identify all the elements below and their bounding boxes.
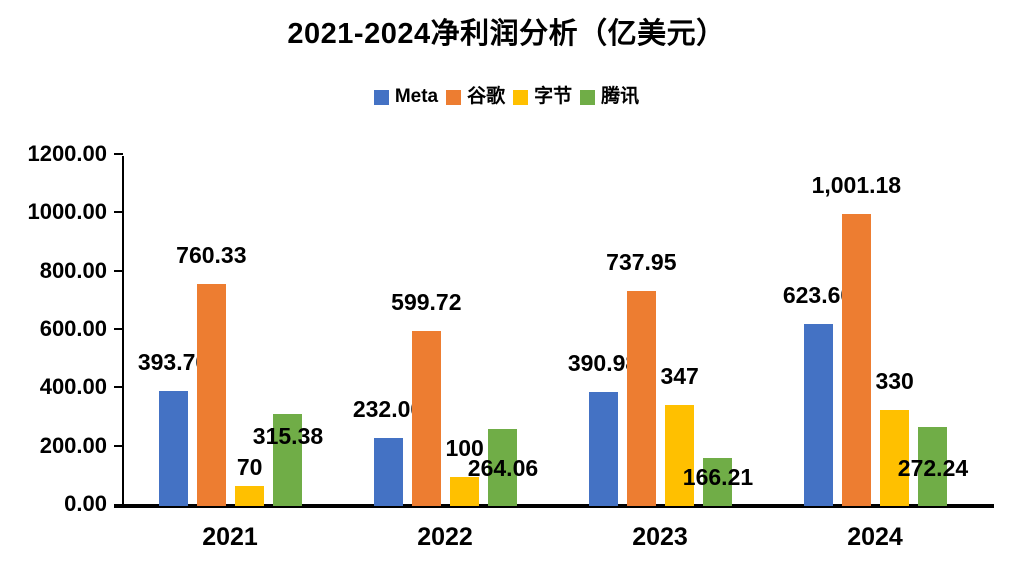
data-label-meta-2023: 390.98 (567, 349, 639, 376)
data-label-meta-2024: 623.60 (782, 282, 854, 309)
legend-item-tencent: 腾讯 (580, 87, 639, 107)
bar-google-2022 (411, 331, 441, 506)
data-label-google-2023: 737.95 (606, 248, 677, 275)
bar-tencent-2022 (488, 428, 518, 506)
legend-item-google: 谷歌 (446, 87, 505, 107)
data-label-google-2022: 599.72 (391, 289, 462, 316)
y-tick (114, 153, 123, 155)
data-label-meta-2021: 393.70 (137, 349, 209, 376)
bar-tencent-2021 (273, 414, 303, 506)
y-tick (114, 269, 123, 272)
y-tick-label: 0.00 (64, 491, 107, 516)
x-tick-label-2021: 2021 (202, 523, 258, 551)
y-tick-label: 800.00 (39, 257, 107, 283)
data-label-google-2021: 760.33 (176, 242, 247, 269)
x-tick-label-2024: 2024 (847, 523, 903, 551)
data-label-tencent-2021: 315.38 (252, 423, 324, 449)
data-label-tencent-2023: 166.21 (682, 463, 754, 490)
y-tick-label: 1000.00 (27, 199, 107, 225)
bar-meta-2024 (803, 324, 833, 506)
bar-meta-2023 (588, 391, 618, 506)
x-tick-label-2023: 2023 (632, 523, 688, 551)
data-label-bytedance-2023: 347 (660, 362, 699, 389)
y-axis-line (122, 156, 124, 506)
y-tick-label: 200.00 (39, 432, 107, 458)
bar-bytedance-2024 (880, 409, 910, 506)
bar-meta-2021 (158, 391, 188, 506)
legend: Meta 谷歌 字节 腾讯 (0, 87, 1013, 107)
y-tick-label: 1200.00 (27, 141, 107, 166)
x-axis-line (114, 504, 994, 508)
bar-tencent-2024 (918, 426, 948, 506)
bar-google-2024 (841, 213, 871, 506)
y-tick-label: 600.00 (39, 316, 107, 341)
y-tick (114, 211, 123, 214)
legend-swatch-tencent (580, 89, 596, 105)
legend-label-bytedance: 字节 (534, 86, 573, 107)
x-tick-label-2022: 2022 (417, 523, 473, 551)
y-tick (114, 444, 123, 447)
data-label-google-2024: 1,001.18 (811, 171, 902, 198)
bar-tencent-2023 (703, 457, 733, 506)
data-label-tencent-2022: 264.06 (467, 454, 539, 481)
bar-meta-2022 (373, 438, 403, 506)
legend-swatch-google (446, 89, 462, 105)
y-tick (114, 328, 123, 330)
legend-swatch-meta (373, 89, 389, 105)
data-label-tencent-2024: 272.24 (897, 454, 969, 481)
legend-label-google: 谷歌 (467, 86, 506, 107)
data-label-bytedance-2022: 100 (445, 434, 484, 461)
bar-google-2023 (626, 290, 656, 506)
legend-swatch-bytedance (513, 89, 529, 105)
y-tick-label: 400.00 (39, 374, 107, 400)
chart-title: 2021-2024净利润分析（亿美元） (287, 18, 726, 50)
legend-label-meta: Meta (394, 86, 439, 107)
bar-bytedance-2021 (235, 485, 265, 506)
bar-bytedance-2022 (450, 476, 480, 506)
data-label-meta-2022: 232.00 (352, 396, 424, 423)
bar-google-2021 (196, 284, 226, 506)
legend-item-bytedance: 字节 (513, 87, 572, 107)
legend-label-tencent: 腾讯 (601, 86, 640, 107)
legend-item-meta: Meta (373, 86, 439, 107)
y-tick (114, 386, 123, 389)
data-label-bytedance-2024: 330 (875, 367, 914, 394)
bar-bytedance-2023 (665, 404, 695, 506)
data-label-bytedance-2021: 70 (236, 453, 263, 480)
